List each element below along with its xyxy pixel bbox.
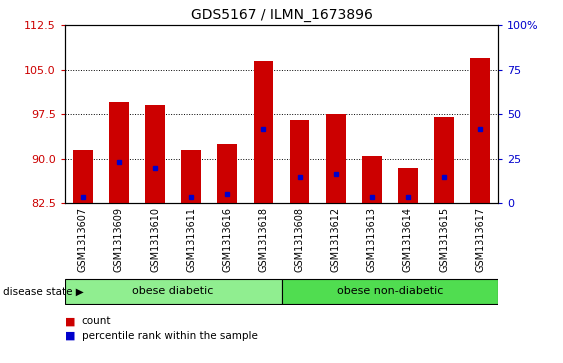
Text: GSM1313617: GSM1313617 <box>475 207 485 272</box>
Text: GSM1313614: GSM1313614 <box>403 207 413 272</box>
Bar <box>181 150 201 203</box>
Bar <box>73 150 93 203</box>
Text: count: count <box>82 316 111 326</box>
Text: GSM1313608: GSM1313608 <box>294 207 305 272</box>
FancyBboxPatch shape <box>65 279 282 303</box>
Text: obese non-diabetic: obese non-diabetic <box>337 286 443 296</box>
Text: percentile rank within the sample: percentile rank within the sample <box>82 331 257 341</box>
Text: disease state ▶: disease state ▶ <box>3 286 83 296</box>
Text: GSM1313610: GSM1313610 <box>150 207 160 272</box>
FancyBboxPatch shape <box>282 279 498 303</box>
Text: GSM1313615: GSM1313615 <box>439 207 449 272</box>
Bar <box>434 117 454 203</box>
Text: GSM1313612: GSM1313612 <box>330 207 341 272</box>
Text: GSM1313613: GSM1313613 <box>367 207 377 272</box>
Bar <box>109 102 129 203</box>
Bar <box>326 114 346 203</box>
Bar <box>253 61 274 203</box>
Text: GSM1313618: GSM1313618 <box>258 207 269 272</box>
Title: GDS5167 / ILMN_1673896: GDS5167 / ILMN_1673896 <box>190 8 373 22</box>
Text: GSM1313616: GSM1313616 <box>222 207 233 272</box>
Text: ■: ■ <box>65 331 75 341</box>
Text: GSM1313611: GSM1313611 <box>186 207 196 272</box>
Bar <box>362 156 382 203</box>
Bar <box>217 144 237 203</box>
Bar <box>470 58 490 203</box>
Text: obese diabetic: obese diabetic <box>132 286 214 296</box>
Bar <box>289 120 310 203</box>
Text: GSM1313607: GSM1313607 <box>78 207 88 272</box>
Text: GSM1313609: GSM1313609 <box>114 207 124 272</box>
Text: ■: ■ <box>65 316 75 326</box>
Bar <box>398 168 418 203</box>
Bar <box>145 105 165 203</box>
